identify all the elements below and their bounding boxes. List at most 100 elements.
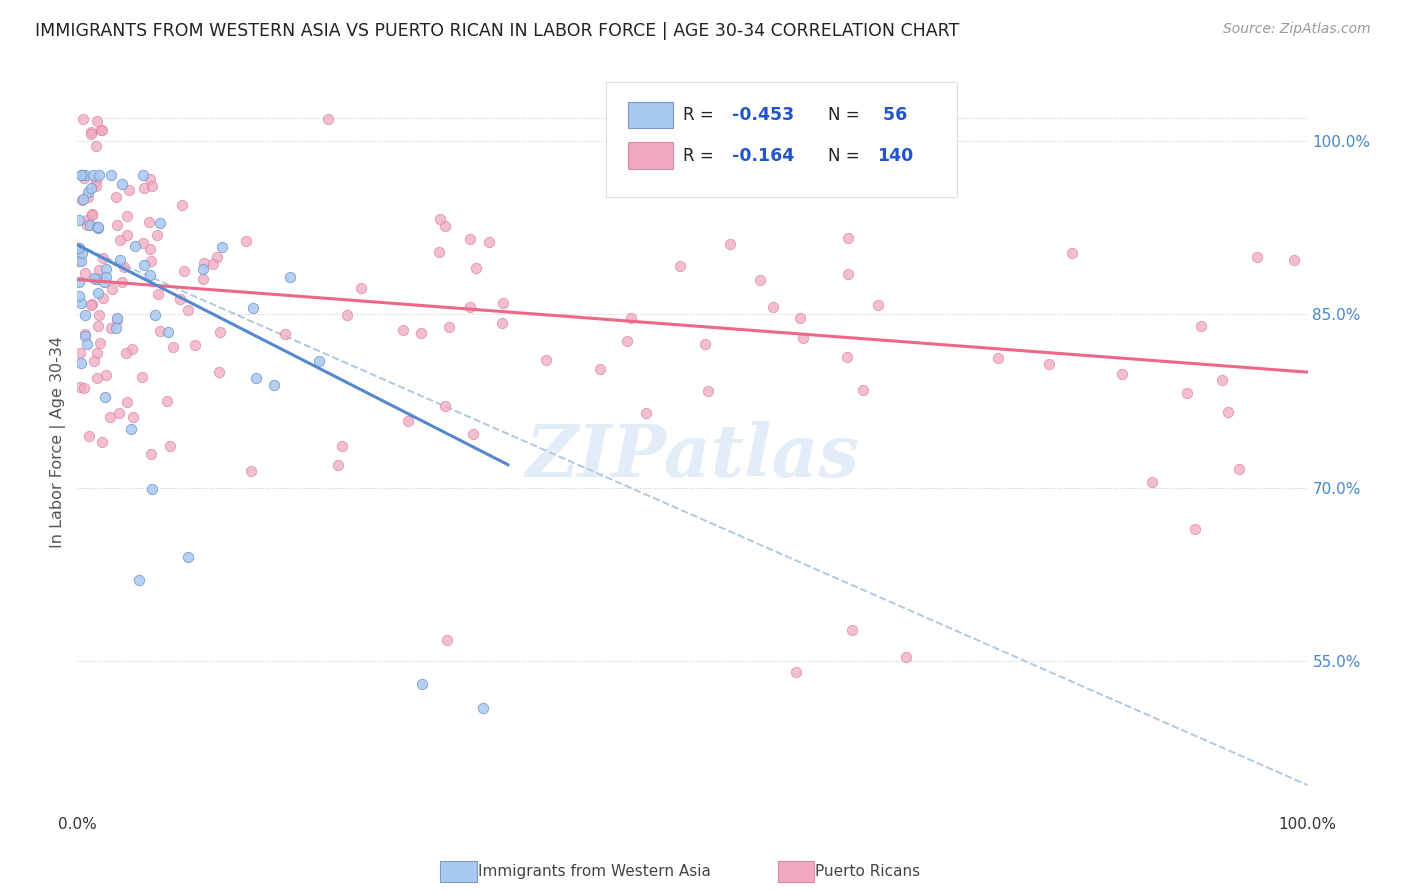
Point	[72, 193, 94, 207]
Point	[86, 272, 108, 286]
Point	[463, 427, 485, 442]
Point	[132, 181, 155, 195]
Point	[837, 231, 859, 245]
Point	[434, 219, 457, 233]
Point	[73, 326, 96, 341]
Point	[308, 353, 330, 368]
Point	[1282, 253, 1305, 268]
Point	[80, 181, 103, 195]
Point	[208, 365, 231, 379]
Point	[122, 410, 145, 425]
Point	[132, 259, 155, 273]
Point	[131, 370, 153, 384]
Point	[1218, 405, 1240, 419]
Point	[70, 169, 93, 183]
Point	[841, 623, 863, 637]
Text: 56: 56	[877, 106, 907, 124]
Point	[458, 232, 481, 246]
Point	[392, 323, 415, 337]
Point	[83, 354, 105, 368]
Point	[69, 380, 91, 394]
Text: IMMIGRANTS FROM WESTERN ASIA VS PUERTO RICAN IN LABOR FORCE | AGE 30-34 CORRELAT: IMMIGRANTS FROM WESTERN ASIA VS PUERTO R…	[35, 22, 959, 40]
Point	[1038, 357, 1060, 371]
Point	[87, 318, 110, 333]
Point	[177, 303, 200, 318]
Point	[465, 261, 488, 276]
Point	[205, 250, 228, 264]
Text: N =: N =	[828, 147, 865, 165]
Point	[762, 300, 785, 314]
Point	[105, 313, 128, 327]
Point	[156, 394, 179, 409]
Point	[89, 336, 111, 351]
Point	[70, 169, 93, 183]
Point	[70, 296, 93, 310]
Point	[128, 574, 150, 588]
Point	[619, 310, 641, 325]
Point	[792, 331, 814, 345]
Point	[111, 275, 134, 289]
Point	[1140, 475, 1163, 489]
Point	[157, 325, 180, 339]
Point	[316, 112, 339, 127]
Point	[138, 214, 160, 228]
Point	[67, 289, 90, 303]
Point	[245, 371, 267, 385]
Point	[73, 171, 96, 186]
Point	[67, 242, 90, 256]
Point	[1189, 319, 1212, 334]
Point	[491, 316, 513, 330]
Point	[84, 272, 107, 286]
Text: Immigrants from Western Asia: Immigrants from Western Asia	[478, 864, 711, 879]
Point	[697, 384, 720, 399]
Point	[170, 197, 193, 211]
Point	[894, 649, 917, 664]
Point	[80, 208, 103, 222]
Point	[143, 308, 166, 322]
Point	[987, 351, 1010, 366]
Point	[328, 458, 350, 472]
Point	[120, 422, 142, 436]
Point	[86, 114, 108, 128]
Point	[1184, 521, 1206, 535]
Point	[67, 275, 90, 289]
Point	[434, 399, 457, 413]
Point	[84, 174, 107, 188]
Point	[69, 346, 91, 360]
Point	[177, 550, 200, 565]
Point	[191, 272, 214, 286]
Point	[115, 346, 138, 360]
Point	[1175, 386, 1198, 401]
Point	[118, 183, 141, 197]
Point	[336, 308, 359, 322]
Point	[162, 340, 184, 354]
Point	[80, 207, 103, 221]
Point	[86, 219, 108, 234]
Point	[409, 326, 432, 340]
Point	[427, 244, 450, 259]
Point	[141, 482, 163, 496]
Point	[91, 435, 114, 450]
Point	[75, 308, 97, 322]
Point	[1227, 462, 1250, 476]
Point	[478, 235, 501, 249]
Point	[72, 112, 94, 126]
Point	[718, 237, 741, 252]
Point	[866, 298, 889, 312]
Point	[93, 291, 115, 305]
Point	[472, 700, 495, 714]
Point	[87, 286, 110, 301]
Point	[90, 122, 112, 136]
Text: ZIPatlas: ZIPatlas	[526, 421, 859, 491]
Point	[100, 321, 122, 335]
Point	[211, 239, 233, 253]
Point	[139, 268, 162, 282]
Point	[111, 178, 134, 192]
Point	[69, 254, 91, 268]
Point	[91, 251, 114, 265]
Point	[837, 267, 859, 281]
Text: R =: R =	[683, 147, 718, 165]
Text: 140: 140	[877, 147, 914, 165]
Point	[87, 263, 110, 277]
Point	[67, 254, 90, 268]
